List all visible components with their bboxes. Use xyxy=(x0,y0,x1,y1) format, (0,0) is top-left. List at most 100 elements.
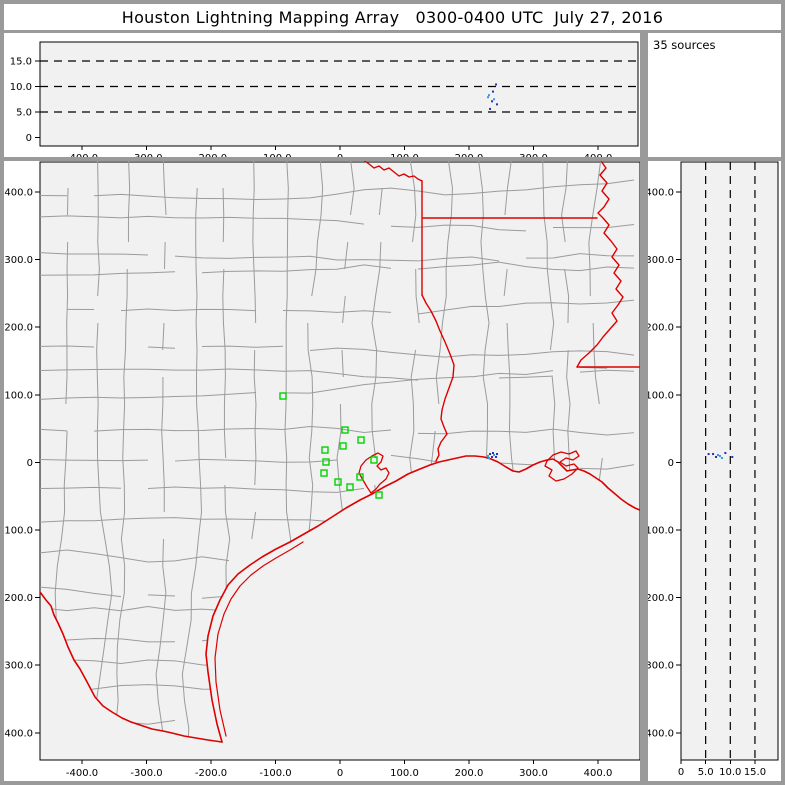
title-bar: Houston Lightning Mapping Array 0300-040… xyxy=(4,4,781,30)
source-dot xyxy=(487,96,490,99)
ew-axis-tick-label: 0 xyxy=(337,153,343,157)
ew-axis-tick-label: 200.0 xyxy=(455,153,484,157)
source-dot xyxy=(495,103,498,106)
ns-axis-tick-label: -100.0 xyxy=(648,526,674,537)
source-dot xyxy=(731,455,734,458)
plan-view-map-panel[interactable]: 400.0 300.0 200.0 100.0 0 -100.0 -200.0 -300.0 -… xyxy=(4,161,640,781)
alt-axis-tick-label: 15.0 xyxy=(10,57,32,68)
source-dot xyxy=(491,452,494,455)
source-dot xyxy=(707,453,710,456)
ns-axis-tick-label: -400.0 xyxy=(4,728,33,739)
map-plot-area[interactable] xyxy=(39,161,640,761)
station-marker xyxy=(322,458,330,466)
gulf-coastline xyxy=(205,455,640,743)
sabine-river-border xyxy=(421,294,455,462)
rio-grande-border xyxy=(39,591,223,743)
source-count-label: 35 sources xyxy=(653,38,716,52)
source-dot xyxy=(716,454,719,457)
ns-axis-tick-label: -100.0 xyxy=(4,526,33,537)
alt-axis-tick-label: 10.0 xyxy=(10,82,32,93)
source-dot xyxy=(724,452,727,455)
station-marker xyxy=(370,456,378,464)
source-dot xyxy=(495,453,498,456)
ns-axis-tick-label: 300.0 xyxy=(4,255,33,266)
source-dot xyxy=(495,83,498,86)
source-dot xyxy=(487,457,490,460)
page-title: Houston Lightning Mapping Array 0300-040… xyxy=(121,7,664,27)
plan-view-map-plot[interactable]: 400.0 300.0 200.0 100.0 0 -100.0 -200.0 -300.0 -… xyxy=(4,161,640,781)
state-borders xyxy=(39,161,640,743)
ew-axis-tick-label: -300.0 xyxy=(130,153,162,157)
altitude-vs-eastwest-plot[interactable]: 0 5.0 10.0 15.0 -400.0 -300.0 -200.0 -100.0 0 100… xyxy=(4,33,640,157)
station-marker xyxy=(320,469,328,477)
ew-axis-tick-label: 200.0 xyxy=(455,768,484,779)
ns-axis-tick-label: 200.0 xyxy=(4,323,33,334)
ew-axis-tick-label: -200.0 xyxy=(195,153,227,157)
ew-axis-tick-label: -300.0 xyxy=(130,768,162,779)
station-marker xyxy=(321,446,329,454)
ns-axis-tick-label: -200.0 xyxy=(4,593,33,604)
altitude-vs-northsouth-panel[interactable]: 400.0 300.0 200.0 100.0 0 -100.0 -200.0 -300.0 -… xyxy=(648,161,781,781)
vermilion-bay-outline xyxy=(544,450,580,482)
ns-axis-tick-label: -300.0 xyxy=(648,661,674,672)
ew-axis-tick-label: 100.0 xyxy=(390,768,419,779)
ns-axis-tick-label: 200.0 xyxy=(648,323,674,334)
ns-axis-tick-label: -300.0 xyxy=(4,661,33,672)
source-dot xyxy=(491,100,494,103)
ew-axis-tick-label: -400.0 xyxy=(66,153,98,157)
lma-stations xyxy=(279,392,383,499)
ns-axis-tick-label: 300.0 xyxy=(648,255,674,266)
source-dot xyxy=(493,454,496,457)
ns-axis-tick-label: -400.0 xyxy=(648,728,674,739)
ns-axis-tick-label: 400.0 xyxy=(4,188,33,199)
ew-axis-tick-label: 100.0 xyxy=(390,153,419,157)
alt-axis-tick-label: 15.0 xyxy=(744,767,766,778)
station-marker xyxy=(279,392,287,400)
source-dot xyxy=(718,454,721,457)
source-dot xyxy=(489,107,492,110)
ew-axis-tick-label: -100.0 xyxy=(259,153,291,157)
ew-axis-tick-label: -200.0 xyxy=(195,768,227,779)
source-dot xyxy=(720,457,723,460)
source-dot xyxy=(715,455,718,458)
red-river-border xyxy=(364,161,423,182)
alt-ns-plot-area[interactable] xyxy=(680,161,779,761)
source-dot xyxy=(489,453,492,456)
source-count-panel: 35 sources xyxy=(648,33,781,157)
source-dot xyxy=(491,455,494,458)
source-dot xyxy=(712,453,715,456)
ew-axis-tick-label: 400.0 xyxy=(584,153,613,157)
station-marker xyxy=(334,478,342,486)
station-marker xyxy=(346,483,354,491)
ns-axis-tick-label: 0 xyxy=(27,458,33,469)
alt-ew-plot-area[interactable] xyxy=(39,41,639,147)
station-marker xyxy=(375,491,383,499)
station-marker xyxy=(356,473,364,481)
source-dot xyxy=(495,455,498,458)
alt-axis-tick-label: 0 xyxy=(26,133,32,144)
ew-axis-tick-label: 0 xyxy=(337,768,343,779)
station-marker xyxy=(341,426,349,434)
ns-axis-tick-label: -200.0 xyxy=(648,593,674,604)
ns-axis-tick-label: 100.0 xyxy=(4,390,33,401)
source-dot xyxy=(491,90,494,93)
altitude-vs-northsouth-plot[interactable]: 400.0 300.0 200.0 100.0 0 -100.0 -200.0 -300.0 -… xyxy=(648,161,781,781)
ew-axis-tick-label: -100.0 xyxy=(259,768,291,779)
laguna-madre-shore xyxy=(214,541,304,737)
station-marker xyxy=(339,442,347,450)
ew-axis-tick-label: 300.0 xyxy=(519,153,548,157)
source-dot xyxy=(487,94,490,97)
ew-axis-tick-label: -400.0 xyxy=(66,768,98,779)
alt-axis-tick-label: 0 xyxy=(678,767,684,778)
ew-axis-tick-label: 400.0 xyxy=(584,768,613,779)
ns-axis-tick-label: 0 xyxy=(668,458,674,469)
altitude-vs-eastwest-panel[interactable]: 0 5.0 10.0 15.0 -400.0 -300.0 -200.0 -100.0 0 100… xyxy=(4,33,640,157)
ns-axis-tick-label: 400.0 xyxy=(648,188,674,199)
source-dot xyxy=(493,98,496,101)
alt-axis-tick-label: 5.0 xyxy=(16,108,32,119)
ns-axis-tick-label: 100.0 xyxy=(648,390,674,401)
alt-axis-tick-label: 10.0 xyxy=(719,767,741,778)
mississippi-river-border xyxy=(576,161,624,368)
station-marker xyxy=(357,436,365,444)
